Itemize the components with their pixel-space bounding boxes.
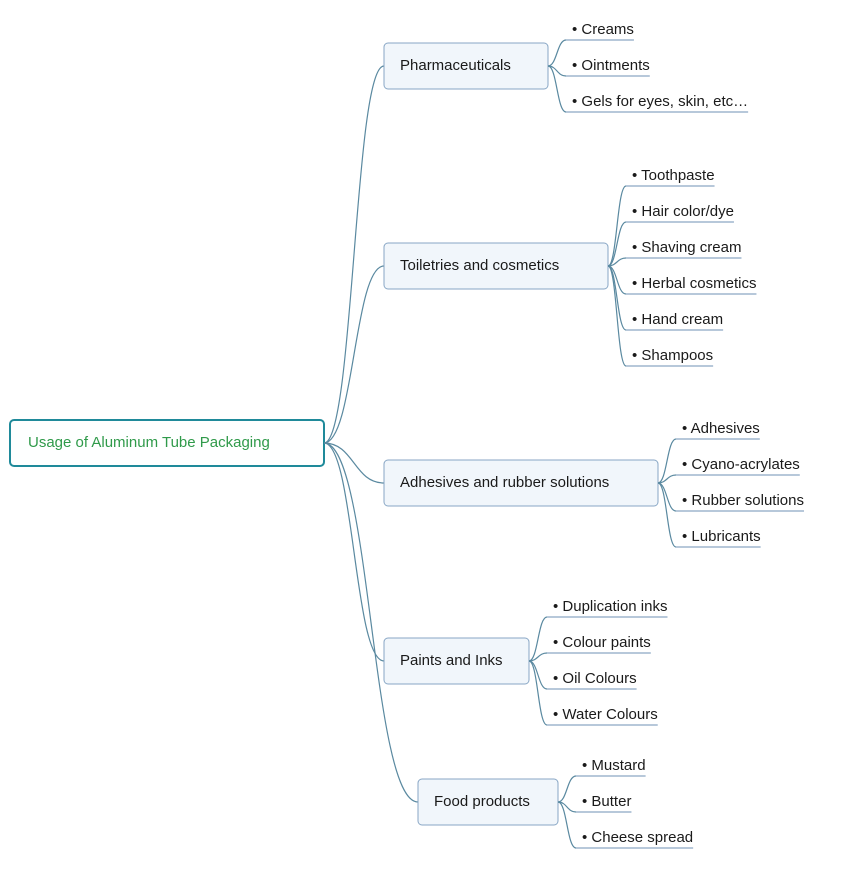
leaf-label-pharma-0: • Creams: [572, 21, 634, 38]
connector-paints-leaf-0: [529, 617, 547, 661]
leaf-label-toiletries-5: • Shampoos: [632, 347, 713, 364]
connector-pharma-leaf-2: [548, 66, 566, 112]
connector-pharma-leaf-0: [548, 40, 566, 66]
branch-label-toiletries: Toiletries and cosmetics: [400, 257, 559, 274]
connector-paints-leaf-3: [529, 661, 547, 725]
leaf-label-food-0: • Mustard: [582, 757, 646, 774]
connector-root-pharma: [324, 66, 384, 443]
root-label: Usage of Aluminum Tube Packaging: [28, 434, 270, 451]
leaf-label-toiletries-2: • Shaving cream: [632, 239, 741, 256]
leaf-label-adhesives-3: • Lubricants: [682, 528, 761, 545]
branch-label-food: Food products: [434, 793, 530, 810]
connector-paints-leaf-2: [529, 661, 547, 689]
branch-label-pharma: Pharmaceuticals: [400, 57, 511, 74]
branch-label-paints: Paints and Inks: [400, 652, 503, 669]
connector-food-leaf-0: [558, 776, 576, 802]
leaf-label-adhesives-0: • Adhesives: [682, 420, 760, 437]
leaf-label-pharma-2: • Gels for eyes, skin, etc…: [572, 93, 748, 110]
connector-root-paints: [324, 443, 384, 661]
connector-adhesives-leaf-0: [658, 439, 676, 483]
leaf-label-paints-1: • Colour paints: [553, 634, 651, 651]
leaf-label-adhesives-2: • Rubber solutions: [682, 492, 804, 509]
leaf-label-paints-0: • Duplication inks: [553, 598, 667, 615]
leaf-label-paints-3: • Water Colours: [553, 706, 658, 723]
connector-root-adhesives: [324, 443, 384, 483]
leaf-label-toiletries-0: • Toothpaste: [632, 167, 715, 184]
mindmap-canvas: Usage of Aluminum Tube Packaging Pharmace…: [0, 0, 841, 887]
leaf-label-toiletries-4: • Hand cream: [632, 311, 723, 328]
leaf-label-pharma-1: • Ointments: [572, 57, 650, 74]
leaf-label-toiletries-1: • Hair color/dye: [632, 203, 734, 220]
leaf-label-food-2: • Cheese spread: [582, 829, 693, 846]
connector-adhesives-leaf-3: [658, 483, 676, 547]
connector-root-toiletries: [324, 266, 384, 443]
leaf-label-toiletries-3: • Herbal cosmetics: [632, 275, 756, 292]
connector-adhesives-leaf-2: [658, 483, 676, 511]
branch-label-adhesives: Adhesives and rubber solutions: [400, 474, 609, 491]
leaf-label-adhesives-1: • Cyano-acrylates: [682, 456, 800, 473]
connector-toiletries-leaf-0: [608, 186, 626, 266]
connector-food-leaf-2: [558, 802, 576, 848]
leaf-label-paints-2: • Oil Colours: [553, 670, 637, 687]
leaf-label-food-1: • Butter: [582, 793, 631, 810]
